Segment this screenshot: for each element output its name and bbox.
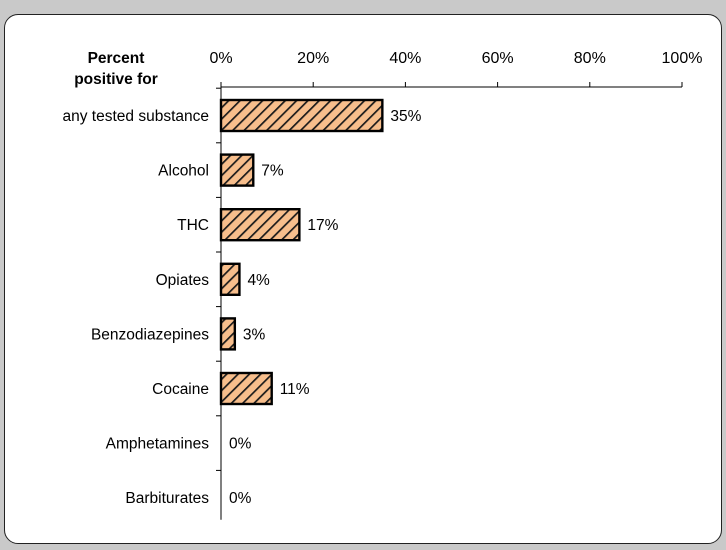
x-tick-label: 40% (389, 50, 421, 67)
data-label: 35% (390, 108, 421, 125)
data-label: 3% (243, 326, 266, 343)
category-header: Percent positive for (74, 50, 158, 88)
x-tick-label: 60% (482, 50, 514, 67)
chart-frame (4, 14, 722, 544)
bar (219, 262, 241, 296)
bar (219, 317, 237, 351)
bar (219, 371, 273, 406)
data-label: 0% (229, 436, 252, 453)
bar (219, 98, 384, 133)
category-label: Benzodiazepines (91, 326, 209, 343)
bars: any tested substance 35% Alcohol 7% THC 17% Op… (63, 98, 422, 507)
data-label: 11% (280, 381, 310, 398)
category-label: Barbiturates (125, 490, 209, 507)
category-header-line: Percent (88, 50, 145, 67)
data-label: 17% (307, 217, 338, 234)
category-label: Alcohol (158, 163, 209, 180)
data-label: 4% (247, 272, 270, 289)
x-axis: 0% 20% 40% 60% 80% 100% (209, 50, 702, 520)
x-tick-label: 100% (662, 50, 703, 67)
category-label: Amphetamines (106, 436, 210, 453)
category-label: Cocaine (152, 381, 209, 398)
bar (219, 207, 301, 242)
category-label: THC (177, 217, 209, 234)
data-label: 0% (229, 490, 252, 507)
category-label: Opiates (156, 272, 210, 289)
bar (219, 153, 255, 187)
x-tick-label: 20% (297, 50, 329, 67)
category-header-line: positive for (74, 71, 158, 88)
category-label: any tested substance (63, 108, 210, 125)
data-label: 7% (261, 163, 284, 180)
x-tick-label: 0% (209, 50, 232, 67)
x-tick-label: 80% (574, 50, 606, 67)
